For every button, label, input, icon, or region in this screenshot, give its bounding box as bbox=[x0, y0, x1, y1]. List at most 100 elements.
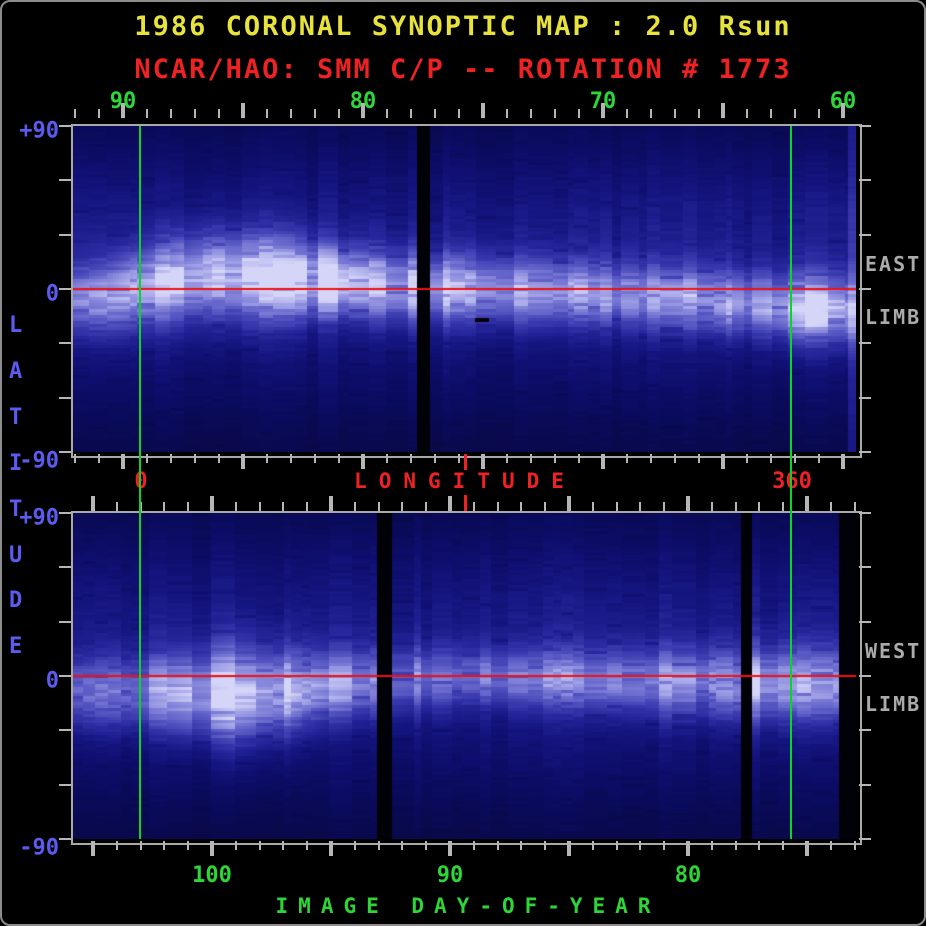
longitude-180-red-tick bbox=[464, 454, 467, 470]
axis-tick bbox=[734, 502, 737, 511]
axis-tick bbox=[329, 496, 333, 511]
axis-tick bbox=[329, 841, 333, 856]
axis-tick bbox=[306, 502, 309, 511]
axis-tick bbox=[210, 841, 214, 856]
axis-tick bbox=[554, 109, 556, 118]
axis-tick bbox=[601, 454, 605, 469]
axis-tick bbox=[98, 109, 100, 118]
axis-tick bbox=[266, 454, 268, 463]
axis-tick bbox=[734, 841, 737, 850]
axis-tick bbox=[544, 841, 547, 850]
axis-tick bbox=[306, 841, 309, 850]
axis-tick bbox=[794, 454, 796, 463]
axis-tick bbox=[686, 496, 690, 511]
axis-tick bbox=[615, 502, 618, 511]
axis-tick bbox=[758, 502, 761, 511]
west-limb-label-bottom: LIMB bbox=[865, 692, 922, 716]
axis-tick bbox=[496, 841, 499, 850]
latitude-tick-left bbox=[59, 342, 71, 345]
axis-tick bbox=[266, 109, 268, 118]
east-limb-panel-frame bbox=[71, 124, 862, 458]
latitude-tick-left bbox=[59, 838, 71, 840]
axis-tick bbox=[530, 109, 532, 118]
axis-tick bbox=[218, 109, 220, 118]
day-of-year-label: 80 bbox=[674, 863, 702, 888]
axis-tick bbox=[818, 454, 820, 463]
axis-tick bbox=[567, 841, 571, 856]
axis-tick bbox=[377, 841, 380, 850]
axis-tick bbox=[458, 109, 460, 118]
axis-tick bbox=[187, 502, 190, 511]
axis-tick bbox=[139, 841, 142, 850]
latitude-axis-title-letter: T bbox=[9, 496, 23, 522]
axis-tick bbox=[353, 841, 356, 850]
axis-tick bbox=[805, 496, 809, 511]
bottom-axis-title: IMAGE DAY-OF-YEAR bbox=[275, 894, 661, 918]
axis-tick bbox=[686, 841, 690, 856]
axis-tick bbox=[698, 109, 700, 118]
map-subtitle: NCAR/HAO: SMM C/P -- ROTATION # 1773 bbox=[134, 54, 792, 85]
axis-tick bbox=[782, 841, 785, 850]
axis-tick bbox=[506, 109, 508, 118]
latitude-axis-title-letter: U bbox=[9, 542, 23, 568]
axis-tick bbox=[448, 841, 452, 856]
axis-tick bbox=[554, 454, 556, 463]
west-limb-heatmap-canvas bbox=[73, 513, 856, 839]
carrington-longitude-360-line bbox=[790, 126, 792, 839]
latitude-axis-title-letter: L bbox=[9, 313, 23, 338]
axis-tick bbox=[626, 109, 628, 118]
latitude-tick-left bbox=[59, 729, 71, 732]
longitude-label-360: 360 bbox=[772, 469, 812, 494]
axis-tick bbox=[601, 103, 605, 118]
latitude-tick-left bbox=[59, 233, 71, 236]
axis-tick bbox=[520, 841, 523, 850]
latitude-tick-left bbox=[59, 288, 71, 290]
axis-tick bbox=[841, 454, 845, 469]
axis-tick bbox=[91, 496, 95, 511]
axis-tick bbox=[458, 454, 460, 463]
axis-tick bbox=[121, 454, 125, 469]
latitude-tick-left bbox=[59, 396, 71, 399]
axis-tick bbox=[496, 502, 499, 511]
carrington-longitude-0-line bbox=[139, 126, 141, 839]
axis-tick bbox=[241, 454, 245, 469]
axis-tick bbox=[434, 109, 436, 118]
axis-tick bbox=[841, 103, 845, 118]
axis-tick bbox=[829, 841, 832, 850]
axis-tick bbox=[290, 109, 292, 118]
axis-tick bbox=[170, 109, 172, 118]
axis-tick bbox=[91, 841, 95, 856]
top-axis-labels: 90 80 70 60 bbox=[2, 89, 924, 114]
axis-tick bbox=[258, 502, 261, 511]
axis-tick bbox=[338, 454, 340, 463]
axis-tick bbox=[710, 841, 713, 850]
axis-tick bbox=[818, 109, 820, 118]
axis-tick bbox=[425, 841, 428, 850]
axis-tick bbox=[115, 502, 118, 511]
latitude-tick-left bbox=[59, 566, 71, 569]
axis-tick bbox=[710, 502, 713, 511]
axis-tick bbox=[853, 841, 856, 850]
axis-tick bbox=[591, 502, 594, 511]
axis-tick bbox=[770, 109, 772, 118]
axis-tick bbox=[115, 841, 118, 850]
latitude-axis-title-letter: T bbox=[9, 404, 23, 430]
axis-tick bbox=[698, 454, 700, 463]
latitude-tick-left bbox=[59, 451, 71, 453]
axis-tick bbox=[578, 109, 580, 118]
axis-tick bbox=[187, 841, 190, 850]
axis-tick bbox=[591, 841, 594, 850]
axis-tick bbox=[74, 109, 76, 118]
axis-tick bbox=[567, 496, 571, 511]
axis-tick bbox=[210, 496, 214, 511]
axis-tick bbox=[615, 841, 618, 850]
axis-tick bbox=[782, 502, 785, 511]
axis-tick bbox=[425, 502, 428, 511]
east-limb-heatmap-canvas bbox=[73, 126, 856, 452]
axis-tick bbox=[639, 841, 642, 850]
west-limb-label-top: WEST bbox=[865, 638, 922, 663]
latitude-tick-left bbox=[59, 125, 71, 127]
axis-tick bbox=[674, 109, 676, 118]
axis-tick bbox=[410, 109, 412, 118]
